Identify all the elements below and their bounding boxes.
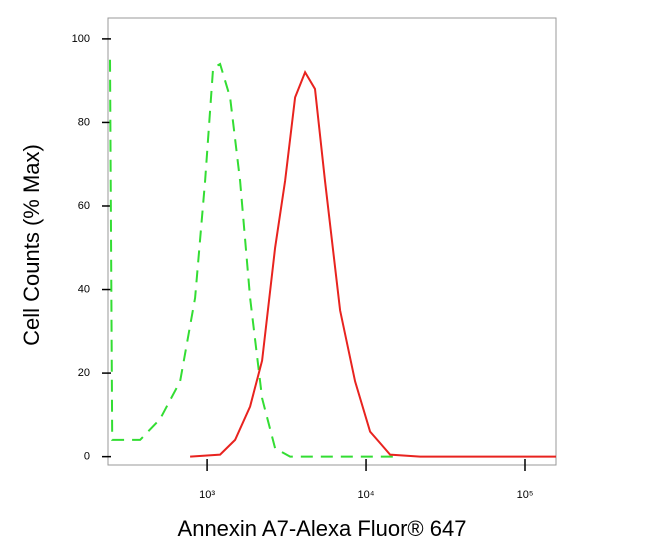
x-axis-title: Annexin A7-Alexa Fluor® 647 [178, 516, 467, 541]
y-tick-label: 0 [84, 451, 90, 463]
x-tick-label: 10³ [199, 489, 215, 501]
series-line [109, 59, 401, 458]
plot-frame [107, 17, 557, 466]
series-line [190, 70, 556, 458]
y-tick-label: 40 [78, 283, 90, 295]
x-tick-label: 10⁴ [358, 489, 375, 501]
y-tick-label: 20 [78, 367, 90, 379]
y-axis-title: Cell Counts (% Max) [19, 144, 44, 346]
y-tick-label: 100 [72, 33, 90, 45]
y-tick-label: 80 [78, 116, 90, 128]
y-tick-label: 60 [78, 200, 90, 212]
x-tick-label: 10⁵ [517, 489, 534, 501]
